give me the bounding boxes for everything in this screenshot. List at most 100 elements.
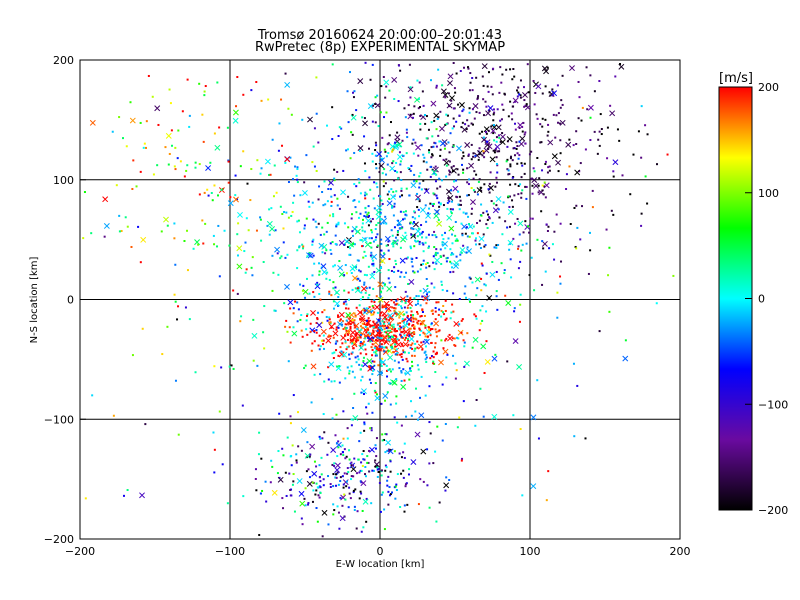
data-point xyxy=(395,329,398,332)
colorbar-tick-label: −200 xyxy=(758,504,788,517)
data-point xyxy=(488,217,491,220)
data-point xyxy=(384,215,387,218)
data-point xyxy=(377,364,380,367)
data-point-cross xyxy=(406,316,412,323)
data-point xyxy=(400,355,403,358)
data-point xyxy=(294,300,297,303)
data-point-cross xyxy=(371,253,378,260)
data-point xyxy=(554,136,557,139)
data-point xyxy=(449,317,452,320)
data-point xyxy=(400,331,403,334)
data-point xyxy=(367,215,370,218)
data-point xyxy=(263,347,266,350)
data-point xyxy=(338,126,341,129)
data-point xyxy=(391,368,394,371)
data-point xyxy=(434,234,437,237)
data-point xyxy=(463,365,466,368)
data-point xyxy=(394,497,397,500)
data-point xyxy=(337,296,340,299)
data-point xyxy=(453,337,456,340)
data-point xyxy=(394,353,397,356)
data-point xyxy=(409,113,412,116)
data-point xyxy=(341,342,344,345)
data-point xyxy=(589,249,592,252)
data-point xyxy=(507,169,510,172)
data-point xyxy=(258,431,261,434)
data-point xyxy=(422,179,425,182)
data-point xyxy=(262,331,265,334)
data-point xyxy=(497,243,500,246)
data-point xyxy=(393,205,396,208)
data-point xyxy=(357,259,360,262)
data-point xyxy=(260,99,263,102)
data-point xyxy=(405,271,408,274)
data-point xyxy=(203,94,206,97)
data-point xyxy=(519,303,522,306)
data-point xyxy=(398,64,401,67)
data-point xyxy=(295,453,298,456)
data-point xyxy=(334,476,337,479)
data-point-cross xyxy=(316,322,323,329)
data-point xyxy=(417,319,420,322)
data-point xyxy=(373,181,376,184)
data-point xyxy=(520,249,523,252)
data-point-cross xyxy=(361,388,367,395)
data-point xyxy=(400,424,403,427)
data-point xyxy=(385,331,388,334)
data-point xyxy=(354,206,357,209)
data-point xyxy=(227,159,230,162)
data-point xyxy=(368,470,371,473)
data-point-cross xyxy=(375,213,382,220)
data-point xyxy=(385,318,388,321)
data-point xyxy=(335,473,338,476)
data-point xyxy=(305,470,308,473)
data-point xyxy=(292,480,295,483)
data-point xyxy=(511,78,514,81)
data-point xyxy=(501,132,504,135)
data-point xyxy=(350,464,353,467)
data-point xyxy=(441,84,444,87)
data-point xyxy=(390,338,393,341)
data-point xyxy=(449,248,452,251)
data-point xyxy=(350,365,353,368)
data-point-cross xyxy=(481,63,488,70)
data-point xyxy=(461,234,464,237)
data-point xyxy=(509,195,512,198)
data-point xyxy=(441,383,444,386)
data-point xyxy=(336,170,339,173)
data-point xyxy=(523,172,526,175)
data-point xyxy=(342,437,345,440)
data-point-cross xyxy=(338,239,345,246)
data-point xyxy=(359,149,362,152)
data-point xyxy=(309,322,312,325)
data-point xyxy=(417,368,420,371)
data-point xyxy=(346,472,349,475)
data-point xyxy=(345,149,348,152)
data-point-cross xyxy=(483,126,490,133)
data-point xyxy=(463,345,466,348)
x-axis-ticks: −200 −100 0 100 200 xyxy=(65,533,691,558)
data-point xyxy=(439,110,442,113)
data-point xyxy=(367,211,370,214)
data-point xyxy=(637,130,640,133)
data-point xyxy=(481,305,484,308)
data-point xyxy=(389,449,392,452)
data-point xyxy=(434,328,437,331)
data-point xyxy=(383,116,386,119)
data-point xyxy=(218,275,221,278)
data-point xyxy=(330,200,333,203)
data-point xyxy=(304,504,307,507)
data-point xyxy=(326,221,329,224)
data-point xyxy=(289,488,292,491)
data-point xyxy=(363,423,366,426)
data-point xyxy=(417,154,420,157)
data-point-cross xyxy=(387,354,394,361)
data-point xyxy=(453,344,456,347)
data-point xyxy=(472,177,475,180)
data-point xyxy=(372,337,375,340)
data-point xyxy=(405,187,408,190)
data-point xyxy=(353,324,356,327)
data-point xyxy=(495,136,498,139)
data-point xyxy=(372,320,375,323)
data-point xyxy=(230,364,233,367)
